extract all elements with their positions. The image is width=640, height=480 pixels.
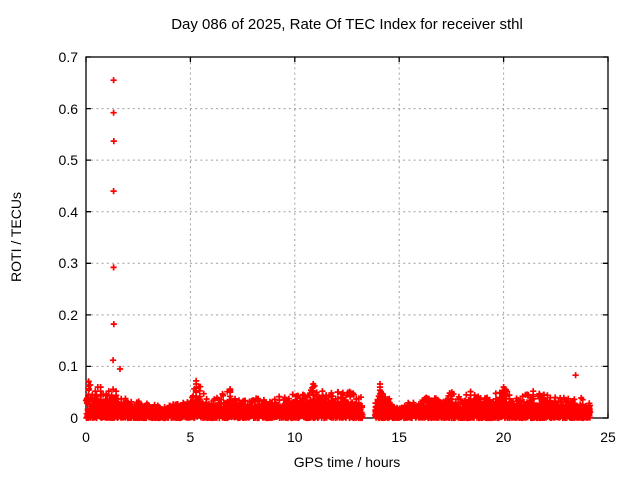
chart-title: Day 086 of 2025, Rate Of TEC Index for r… <box>171 16 523 33</box>
y-tick-label: 0.7 <box>58 49 78 65</box>
scatter-points <box>82 77 594 422</box>
x-tick-label: 20 <box>495 429 512 445</box>
y-tick-label: 0.5 <box>58 152 78 169</box>
x-tick-label: 0 <box>82 429 90 445</box>
plot-frame <box>85 56 609 419</box>
x-tick-label: 25 <box>600 429 616 445</box>
x-tick-label: 15 <box>391 429 407 445</box>
axis-ticks <box>85 56 609 419</box>
x-axis-title: GPS time / hours <box>293 454 401 470</box>
y-tick-label: 0.1 <box>58 358 78 375</box>
y-tick-label: 0 <box>70 410 78 426</box>
y-tick-label: 0.6 <box>58 100 78 117</box>
y-tick-label: 0.4 <box>58 203 78 220</box>
y-tick-label: 0.2 <box>58 306 78 323</box>
x-tick-label: 5 <box>186 429 195 445</box>
grid-lines <box>86 57 608 418</box>
x-tick-label: 10 <box>287 429 303 445</box>
y-tick-label: 0.3 <box>58 255 78 272</box>
